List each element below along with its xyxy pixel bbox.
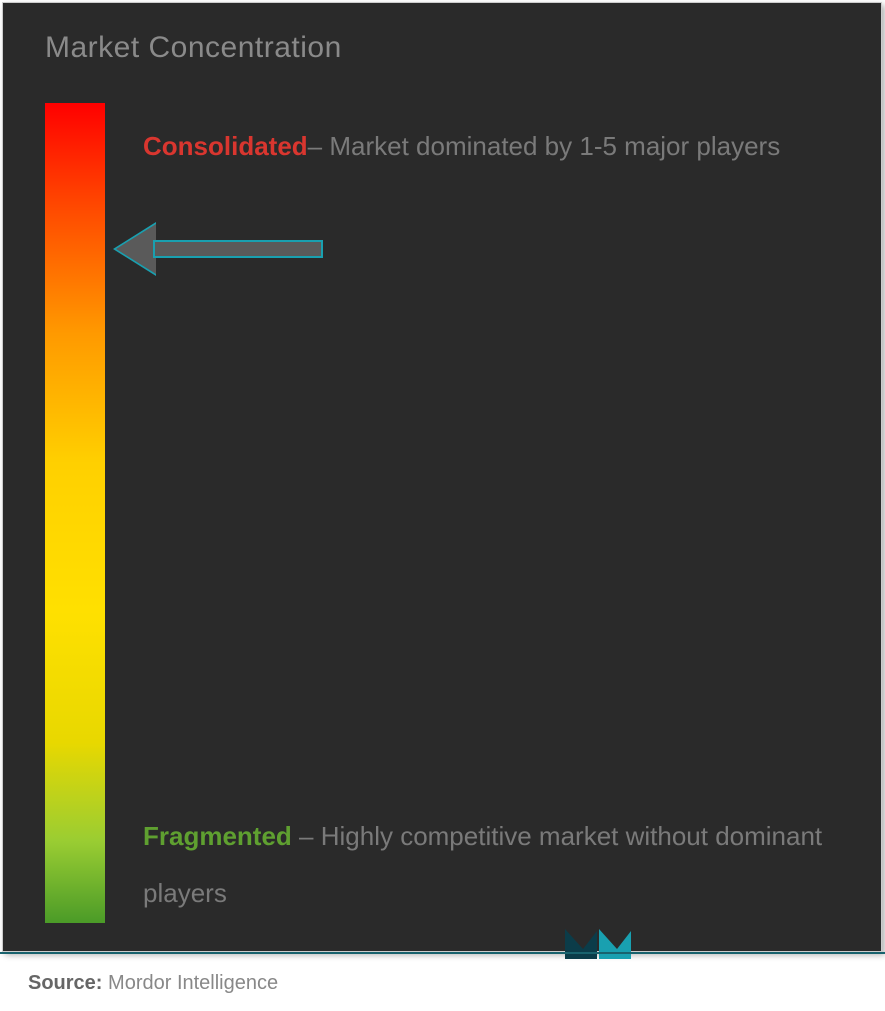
consolidated-label: Consolidated bbox=[143, 131, 308, 161]
source-prefix: Source: bbox=[28, 972, 108, 994]
arrow-shaft bbox=[153, 240, 323, 258]
infographic-title: Market Concentration bbox=[45, 31, 342, 65]
source-attribution: Source: Mordor Intelligence bbox=[28, 972, 278, 995]
source-name: Mordor Intelligence bbox=[108, 972, 278, 994]
position-indicator-arrow bbox=[123, 231, 323, 267]
divider-line bbox=[0, 952, 885, 954]
concentration-scale-bar bbox=[45, 103, 105, 923]
consolidated-text: – Market dominated by 1-5 major players bbox=[308, 131, 781, 161]
consolidated-description: Consolidated– Market dominated by 1-5 ma… bbox=[143, 118, 843, 175]
arrow-head-icon bbox=[116, 224, 156, 274]
infographic-card: Market Concentration Consolidated– Marke… bbox=[2, 2, 882, 952]
fragmented-label: Fragmented bbox=[143, 821, 292, 851]
fragmented-description: Fragmented – Highly competitive market w… bbox=[143, 808, 863, 922]
mordor-logo-icon bbox=[563, 921, 633, 961]
